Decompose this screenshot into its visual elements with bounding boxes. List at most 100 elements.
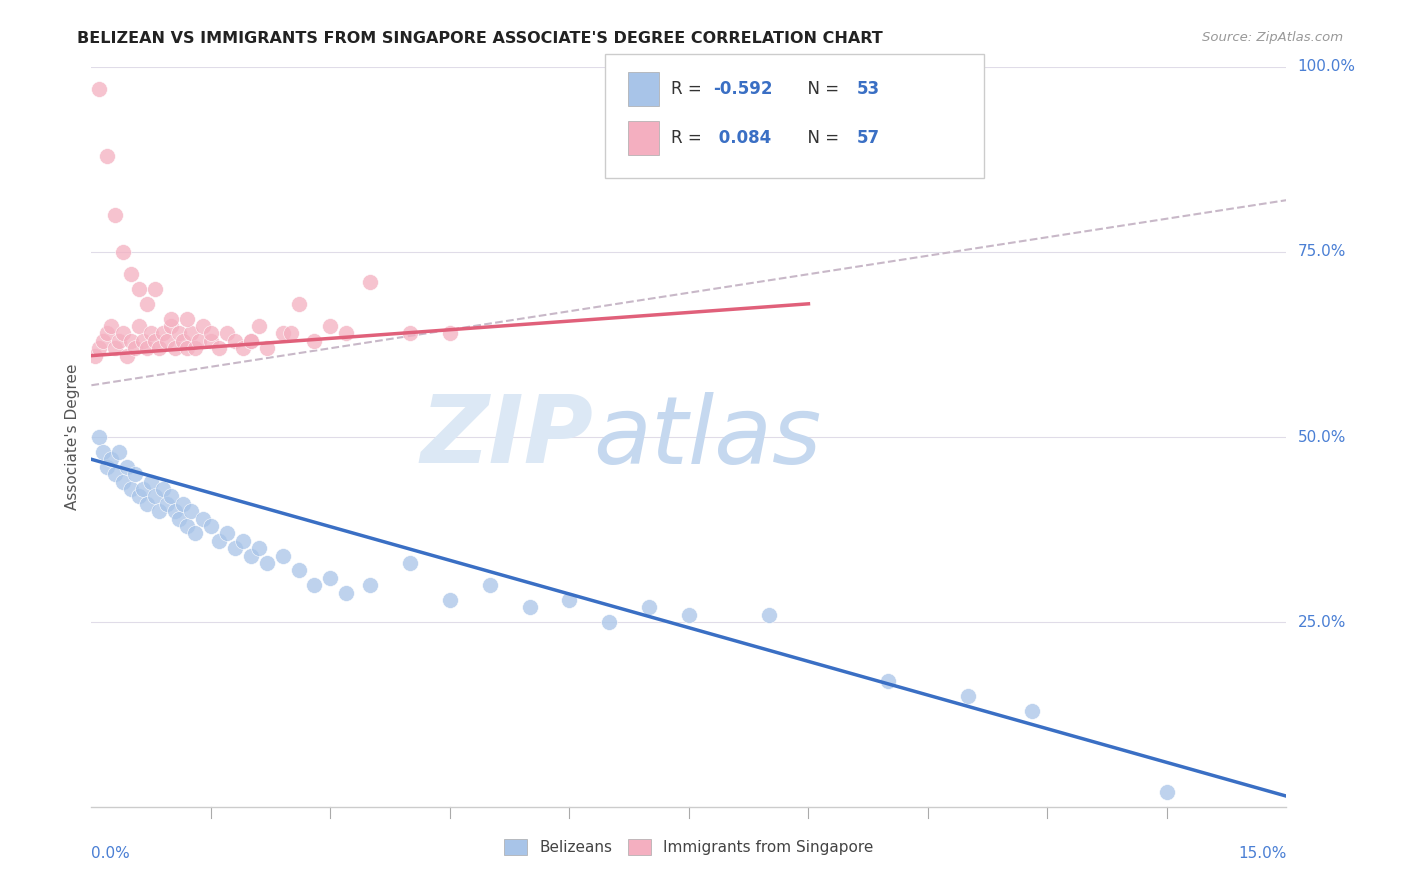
Point [132, 334, 155, 348]
Text: R =: R = [671, 80, 707, 98]
Point [148, 504, 170, 518]
Point [758, 607, 780, 622]
Point [319, 571, 342, 585]
Point [232, 341, 254, 355]
Point [141, 326, 162, 341]
Point [132, 482, 155, 496]
Point [224, 541, 246, 555]
Point [247, 319, 270, 334]
Point [200, 519, 222, 533]
Point [112, 326, 135, 341]
Point [287, 297, 309, 311]
Point [141, 475, 162, 489]
Point [180, 504, 202, 518]
Point [319, 319, 342, 334]
Point [239, 549, 262, 563]
Point [256, 556, 278, 570]
Point [287, 563, 309, 577]
Point [256, 341, 278, 355]
Text: 25.0%: 25.0% [1298, 615, 1346, 630]
Point [104, 341, 127, 355]
Point [163, 504, 186, 518]
Point [124, 341, 146, 355]
Point [120, 334, 142, 348]
Point [172, 334, 194, 348]
Point [439, 593, 461, 607]
Point [239, 334, 262, 348]
Text: 15.0%: 15.0% [1239, 847, 1286, 861]
Text: R =: R = [671, 129, 707, 147]
Point [1156, 785, 1178, 799]
Point [100, 319, 122, 334]
Text: 100.0%: 100.0% [1298, 60, 1355, 74]
Point [558, 593, 581, 607]
Point [104, 467, 127, 482]
Text: 0.084: 0.084 [713, 129, 770, 147]
Point [167, 511, 190, 525]
Text: N =: N = [797, 129, 845, 147]
Point [163, 341, 186, 355]
Point [160, 311, 183, 326]
Point [96, 326, 118, 341]
Point [156, 497, 179, 511]
Point [638, 600, 661, 615]
Point [399, 326, 422, 341]
Point [598, 615, 620, 630]
Text: ZIP: ZIP [420, 391, 593, 483]
Point [335, 326, 357, 341]
Point [112, 475, 135, 489]
Point [93, 445, 114, 459]
Point [184, 341, 207, 355]
Point [112, 244, 135, 259]
Text: 53: 53 [856, 80, 879, 98]
Point [136, 497, 159, 511]
Point [124, 467, 146, 482]
Text: 0.0%: 0.0% [91, 847, 131, 861]
Point [271, 549, 294, 563]
Point [156, 334, 179, 348]
Point [108, 445, 131, 459]
Point [191, 511, 214, 525]
Point [128, 489, 150, 503]
Point [176, 519, 198, 533]
Point [84, 349, 107, 363]
Point [215, 526, 238, 541]
Point [120, 482, 142, 496]
Point [100, 452, 122, 467]
Text: N =: N = [797, 80, 845, 98]
Text: Source: ZipAtlas.com: Source: ZipAtlas.com [1202, 31, 1343, 45]
Y-axis label: Associate's Degree: Associate's Degree [65, 364, 80, 510]
Point [148, 341, 170, 355]
Point [128, 319, 150, 334]
Point [136, 341, 159, 355]
Point [89, 82, 111, 96]
Point [172, 497, 194, 511]
Point [304, 334, 326, 348]
Point [143, 282, 166, 296]
Point [180, 326, 202, 341]
Point [96, 149, 118, 163]
Point [104, 208, 127, 222]
Point [152, 326, 174, 341]
Point [232, 533, 254, 548]
Point [128, 282, 150, 296]
Point [247, 541, 270, 555]
Point [188, 334, 211, 348]
Text: 57: 57 [856, 129, 879, 147]
Point [200, 334, 222, 348]
Point [160, 489, 183, 503]
Point [136, 297, 159, 311]
Point [143, 489, 166, 503]
Text: -0.592: -0.592 [713, 80, 772, 98]
Point [439, 326, 461, 341]
Point [304, 578, 326, 592]
Point [215, 326, 238, 341]
Point [191, 319, 214, 334]
Point [176, 341, 198, 355]
Point [115, 459, 138, 474]
Text: atlas: atlas [593, 392, 821, 483]
Legend: Belizeans, Immigrants from Singapore: Belizeans, Immigrants from Singapore [505, 839, 873, 855]
Point [877, 674, 900, 689]
Point [224, 334, 246, 348]
Point [399, 556, 422, 570]
